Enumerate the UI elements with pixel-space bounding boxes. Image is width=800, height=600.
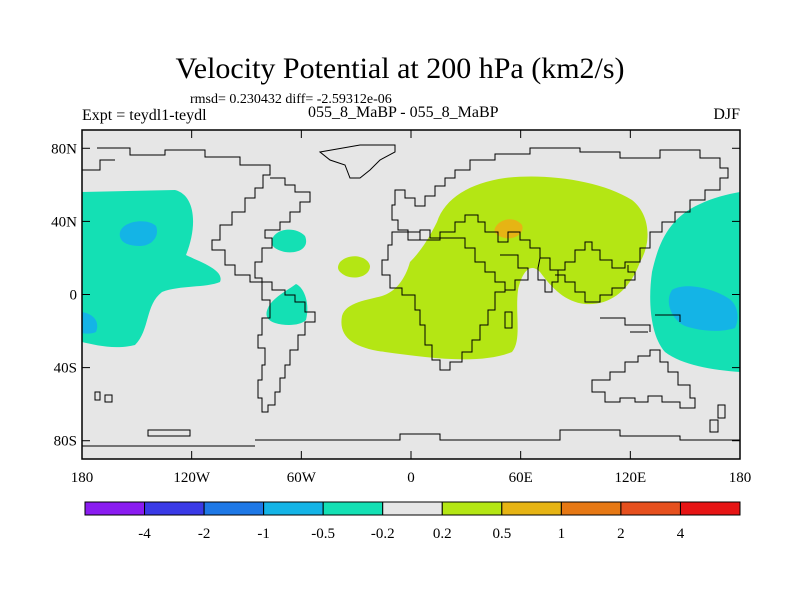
x-tick-label: 60E: [509, 470, 533, 486]
coastline-madagascar: [504, 311, 513, 329]
negative-anomaly-atlantic-small: [271, 229, 307, 253]
coastline-alaska: [82, 159, 115, 171]
positive-anomaly-middle-east: [494, 219, 523, 239]
negative-anomaly-core: [119, 221, 158, 246]
colorbar-box: [679, 501, 741, 516]
colorbar-label: 0.2: [433, 526, 452, 542]
colorbar-label: -0.2: [371, 526, 395, 542]
colorbar-label: 1: [558, 526, 566, 542]
coastline-north-america: [97, 147, 311, 283]
map-field: [82, 130, 740, 459]
colorbar-box: [441, 501, 503, 516]
coastline-arabia: [500, 254, 529, 291]
x-tick-label: 180: [71, 470, 94, 486]
colorbar: -4 -2 -1 -0.5 -0.2 0.2 0.5 1 2 4: [84, 501, 741, 542]
stats-text: rmsd= 0.230432 diff= -2.59312e-06: [190, 92, 392, 107]
coastline-southeast-asia: [555, 265, 636, 303]
x-tick-label: 0: [407, 470, 415, 486]
colorbar-label: 4: [677, 526, 685, 542]
negative-anomaly-core-pacific: [668, 286, 738, 331]
colorbar-box: [203, 501, 265, 516]
colorbar-box: [620, 501, 681, 516]
y-tick-label: 40N: [51, 214, 77, 230]
colorbar-label: -4: [138, 526, 151, 542]
coastline-india: [537, 257, 559, 293]
coastline-south-america: [257, 281, 316, 413]
coastline-australia: [591, 349, 696, 409]
x-tick-label: 60W: [287, 470, 317, 486]
colorbar-box: [501, 501, 562, 516]
case-pair-label: 055_8_MaBP - 055_8_MaBP: [308, 104, 499, 121]
colorbar-label: 0.5: [492, 526, 511, 542]
season-label: DJF: [713, 106, 740, 123]
x-tick-label: 180: [729, 470, 752, 486]
x-tick-label: 120E: [614, 470, 646, 486]
negative-anomaly-core-west: [82, 312, 98, 334]
coastline-africa: [381, 231, 506, 371]
colorbar-label: -0.5: [311, 526, 335, 542]
positive-anomaly-atlantic-blob: [338, 256, 370, 278]
coastline-greenland: [318, 144, 396, 179]
colorbar-box: [263, 501, 324, 516]
experiment-label: Expt = teydl1-teydl: [82, 107, 207, 124]
coastline-new-zealand: [709, 404, 726, 433]
x-tick-label: 120W: [173, 470, 211, 486]
y-tick-label: 40S: [54, 361, 77, 377]
colorbar-box: [560, 501, 622, 516]
coastline-europe-asia: [391, 147, 729, 271]
colorbar-label: -1: [257, 526, 270, 542]
y-axis: 80N 40N 0 40S 80S: [51, 141, 740, 450]
coastline-pacific-islands: [94, 391, 113, 403]
x-axis: 180 120W 60W 0 60E 120E 180: [71, 130, 752, 486]
y-tick-label: 80S: [54, 434, 77, 450]
negative-anomaly-south-america: [266, 284, 308, 325]
colorbar-label: 2: [617, 526, 625, 542]
coastlines: [82, 144, 740, 447]
colorbar-label: -2: [198, 526, 211, 542]
coastline-indonesia: [600, 314, 681, 333]
colorbar-box: [322, 501, 384, 516]
colorbar-box: [144, 501, 205, 516]
negative-anomaly-east-pacific: [82, 190, 221, 348]
plot-title: Velocity Potential at 200 hPa (km2/s): [175, 52, 625, 85]
coastline-antarctica: [82, 429, 740, 447]
colorbar-box: [382, 501, 443, 516]
colorbar-box: [84, 501, 146, 516]
y-tick-label: 0: [70, 288, 78, 304]
y-tick-label: 80N: [51, 141, 77, 157]
positive-anomaly-africa-asia: [341, 176, 648, 360]
